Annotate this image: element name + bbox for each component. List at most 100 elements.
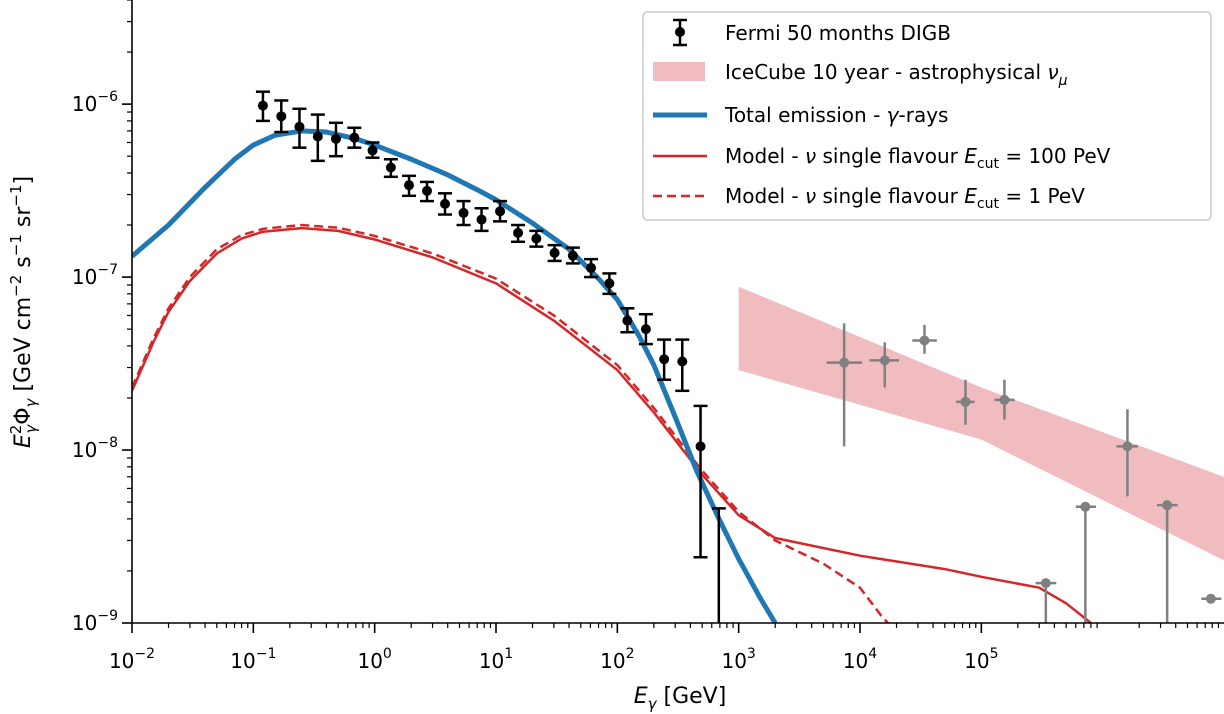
x-tick-label-base: 10 bbox=[109, 649, 134, 673]
fermi-marker bbox=[659, 354, 670, 365]
legend-nu100-label-rest: single flavour bbox=[816, 144, 964, 168]
fermi-marker bbox=[567, 250, 578, 261]
icecube-data-point bbox=[1156, 500, 1178, 623]
icecube-marker bbox=[919, 335, 930, 346]
fermi-marker bbox=[677, 356, 688, 367]
fermi-marker bbox=[294, 121, 305, 132]
x-axis-title-rest: [GeV] bbox=[657, 684, 727, 709]
fermi-marker bbox=[257, 100, 268, 111]
x-tick-label-exp: −2 bbox=[134, 646, 155, 662]
y-axis-title-mid: Φ bbox=[11, 407, 36, 424]
legend-icecube-label-nu: ν bbox=[1047, 60, 1058, 84]
x-tick-label: 104 bbox=[843, 646, 877, 673]
total-emission-line bbox=[132, 128, 778, 623]
fermi-data-point bbox=[675, 338, 690, 393]
y-axis-title-end: ] bbox=[11, 176, 36, 185]
x-tick-label-exp: −1 bbox=[256, 646, 277, 662]
fermi-marker bbox=[440, 198, 451, 209]
icecube-data-point bbox=[912, 324, 937, 354]
fermi-data-point bbox=[402, 174, 417, 198]
x-tick-label: 10−2 bbox=[109, 646, 155, 673]
legend-nu100-label: Model - ν single flavour Ecut = 100 PeV bbox=[725, 144, 1111, 172]
y-tick-label: 10−6 bbox=[72, 89, 118, 116]
x-tick-label-base: 10 bbox=[357, 649, 382, 673]
fermi-data-point bbox=[328, 121, 343, 158]
legend-nu1-label-nu: ν bbox=[805, 184, 816, 208]
fermi-data-point bbox=[274, 99, 289, 134]
fermi-data-point bbox=[602, 272, 617, 296]
icecube-marker bbox=[1205, 593, 1216, 604]
x-tick-label-exp: 2 bbox=[626, 646, 635, 662]
legend-nu1-label-sub: cut bbox=[977, 196, 1000, 212]
fermi-marker bbox=[695, 441, 706, 452]
icecube-data-point bbox=[1035, 578, 1057, 623]
fermi-data-point bbox=[657, 338, 672, 381]
legend-nu1-label-rest: single flavour bbox=[816, 184, 964, 208]
y-axis-title-unit3: sr bbox=[11, 206, 36, 234]
fermi-data-point bbox=[310, 113, 325, 163]
icecube-marker bbox=[999, 394, 1010, 405]
y-axis-title-unit: [GeV cm bbox=[11, 297, 36, 399]
icecube-marker bbox=[1040, 578, 1051, 589]
legend-icecube-label: IceCube 10 year - astrophysical νμ bbox=[725, 60, 1068, 89]
y-axis-title-sup3: −1 bbox=[7, 234, 25, 256]
minor-ticks bbox=[127, 0, 1220, 628]
legend-icecube-label-text: IceCube 10 year - astrophysical bbox=[725, 60, 1047, 84]
legend-nu100-label-text: Model - bbox=[725, 144, 805, 168]
fermi-marker bbox=[330, 133, 341, 144]
y-tick-label-base: 10 bbox=[72, 438, 97, 462]
fermi-marker bbox=[531, 233, 542, 244]
fermi-data-point bbox=[420, 180, 435, 203]
legend-nu100-label-nu: ν bbox=[805, 144, 816, 168]
y-tick-label-base: 10 bbox=[72, 92, 97, 116]
x-tick-label: 101 bbox=[479, 646, 513, 673]
x-tick-label-exp: 4 bbox=[868, 646, 877, 662]
y-axis-title-sup2: −2 bbox=[7, 275, 25, 297]
legend-fermi-marker bbox=[675, 27, 685, 37]
y-axis-title-sub2: γ bbox=[22, 397, 40, 407]
y-tick-label: 10−9 bbox=[72, 608, 118, 635]
legend-nu100-label-e: E bbox=[964, 144, 977, 168]
x-tick-label: 105 bbox=[964, 646, 998, 673]
icecube-data-point bbox=[869, 342, 900, 388]
x-tick-label-base: 10 bbox=[230, 649, 255, 673]
y-tick-label-exp: −6 bbox=[97, 89, 118, 105]
fermi-data-point bbox=[456, 199, 471, 227]
fermi-data-point bbox=[255, 90, 270, 123]
legend-nu100-label-sub: cut bbox=[977, 156, 1000, 172]
x-tick-label: 10−1 bbox=[230, 646, 276, 673]
fermi-data-point bbox=[693, 404, 708, 559]
fermi-data-point bbox=[347, 126, 362, 149]
fermi-data-point bbox=[365, 141, 380, 159]
icecube-marker bbox=[960, 396, 971, 407]
x-axis-title-base: E bbox=[634, 684, 648, 709]
icecube-marker bbox=[879, 355, 890, 366]
fermi-data-point bbox=[638, 312, 653, 346]
legend-nu1-label-text: Model - bbox=[725, 184, 805, 208]
legend: Fermi 50 months DIGB IceCube 10 year - a… bbox=[642, 11, 1212, 221]
fermi-data-point bbox=[493, 199, 508, 223]
y-tick-label: 10−8 bbox=[72, 435, 118, 462]
x-axis-title-sub: γ bbox=[648, 695, 658, 713]
fermi-marker bbox=[622, 315, 633, 326]
fermi-marker bbox=[404, 180, 415, 191]
legend-total-label-rest: -rays bbox=[899, 103, 949, 127]
legend-item-nu100: Model - ν single flavour Ecut = 100 PeV bbox=[653, 144, 1111, 172]
x-tick-label-exp: 5 bbox=[990, 646, 999, 662]
fermi-data-point bbox=[511, 223, 526, 244]
fermi-data-point bbox=[292, 107, 307, 149]
fermi-marker bbox=[549, 247, 560, 258]
fermi-marker bbox=[495, 206, 506, 217]
fermi-marker bbox=[458, 207, 469, 218]
fermi-marker bbox=[349, 132, 360, 143]
fermi-data-point bbox=[529, 229, 544, 248]
legend-icecube-label-sub: μ bbox=[1058, 73, 1068, 89]
fermi-marker bbox=[476, 214, 487, 225]
x-tick-label-base: 10 bbox=[600, 649, 625, 673]
fermi-marker bbox=[385, 162, 396, 173]
fermi-marker bbox=[312, 131, 323, 142]
icecube-marker bbox=[1162, 500, 1173, 511]
x-tick-label-exp: 3 bbox=[747, 646, 756, 662]
x-tick-label: 103 bbox=[721, 646, 755, 673]
